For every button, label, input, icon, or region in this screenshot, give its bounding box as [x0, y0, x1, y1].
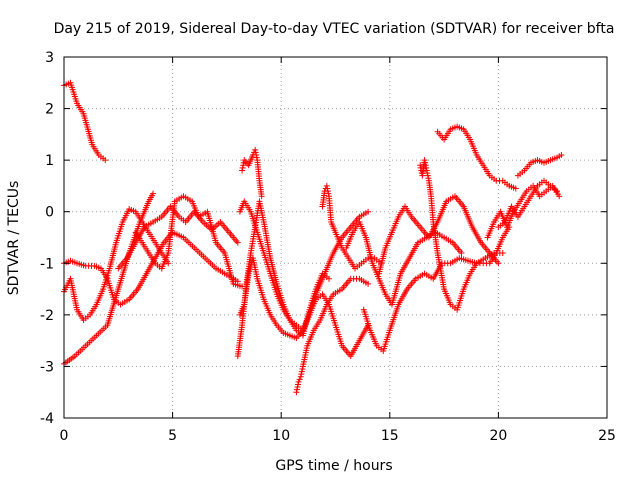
data-point [365, 208, 372, 215]
y-tick-label: -1 [40, 256, 54, 272]
data-point [252, 149, 259, 156]
x-tick-label: 0 [60, 428, 69, 444]
data-marks [61, 79, 565, 396]
data-point [253, 151, 260, 158]
data-point [423, 164, 430, 171]
data-point [323, 182, 330, 189]
data-point [239, 164, 246, 171]
data-point [324, 185, 331, 192]
data-point [556, 193, 563, 200]
x-tick-label: 15 [381, 428, 399, 444]
data-point [102, 157, 109, 164]
y-tick-label: -3 [40, 359, 54, 375]
data-point [417, 162, 424, 169]
data-point [499, 249, 506, 256]
y-tick-label: 1 [45, 153, 54, 169]
data-point [422, 159, 429, 166]
y-tick-label: -4 [40, 411, 54, 427]
x-tick-label: 5 [168, 428, 177, 444]
y-tick-label: -2 [40, 308, 54, 324]
data-point [425, 175, 432, 182]
data-point [253, 154, 260, 161]
data-point [325, 190, 332, 197]
data-point [299, 366, 306, 373]
y-axis-label: SDTVAR / TECUs [6, 181, 22, 296]
data-point [558, 151, 565, 158]
data-point [258, 193, 265, 200]
y-tick-label: 0 [45, 205, 54, 221]
data-point [293, 386, 300, 393]
chart-title: Day 215 of 2019, Sidereal Day-to-day VTE… [54, 21, 615, 37]
y-tick-label: 2 [45, 102, 54, 118]
data-point [295, 381, 302, 388]
data-point [421, 157, 428, 164]
data-point [424, 172, 431, 179]
data-point [458, 249, 465, 256]
data-point [293, 389, 300, 396]
data-point [165, 260, 172, 267]
data-point [512, 185, 519, 192]
data-point [240, 162, 247, 169]
data-point [297, 373, 304, 380]
data-point [422, 162, 429, 169]
data-point [252, 146, 259, 153]
x-axis-label: GPS time / hours [275, 458, 392, 474]
axis-ticks: 0 5 10 15 20 25 -4 -3 -2 -1 0 1 2 3 [40, 50, 616, 444]
data-point [424, 170, 431, 177]
data-point [298, 368, 305, 375]
data-point [298, 371, 305, 378]
data-point [324, 188, 331, 195]
data-point [294, 384, 301, 391]
data-point [417, 164, 424, 171]
plot-border [63, 56, 608, 419]
data-point [495, 260, 502, 267]
data-point [423, 167, 430, 174]
data-point [234, 239, 241, 246]
data-point [365, 280, 372, 287]
x-tick-label: 25 [598, 428, 616, 444]
data-point [150, 190, 157, 197]
data-point [325, 275, 332, 282]
x-tick-label: 10 [272, 428, 290, 444]
data-point [295, 378, 302, 385]
data-point [239, 167, 246, 174]
data-point [296, 376, 303, 383]
data-point [554, 188, 561, 195]
x-tick-label: 20 [489, 428, 507, 444]
y-tick-label: 3 [45, 50, 54, 66]
